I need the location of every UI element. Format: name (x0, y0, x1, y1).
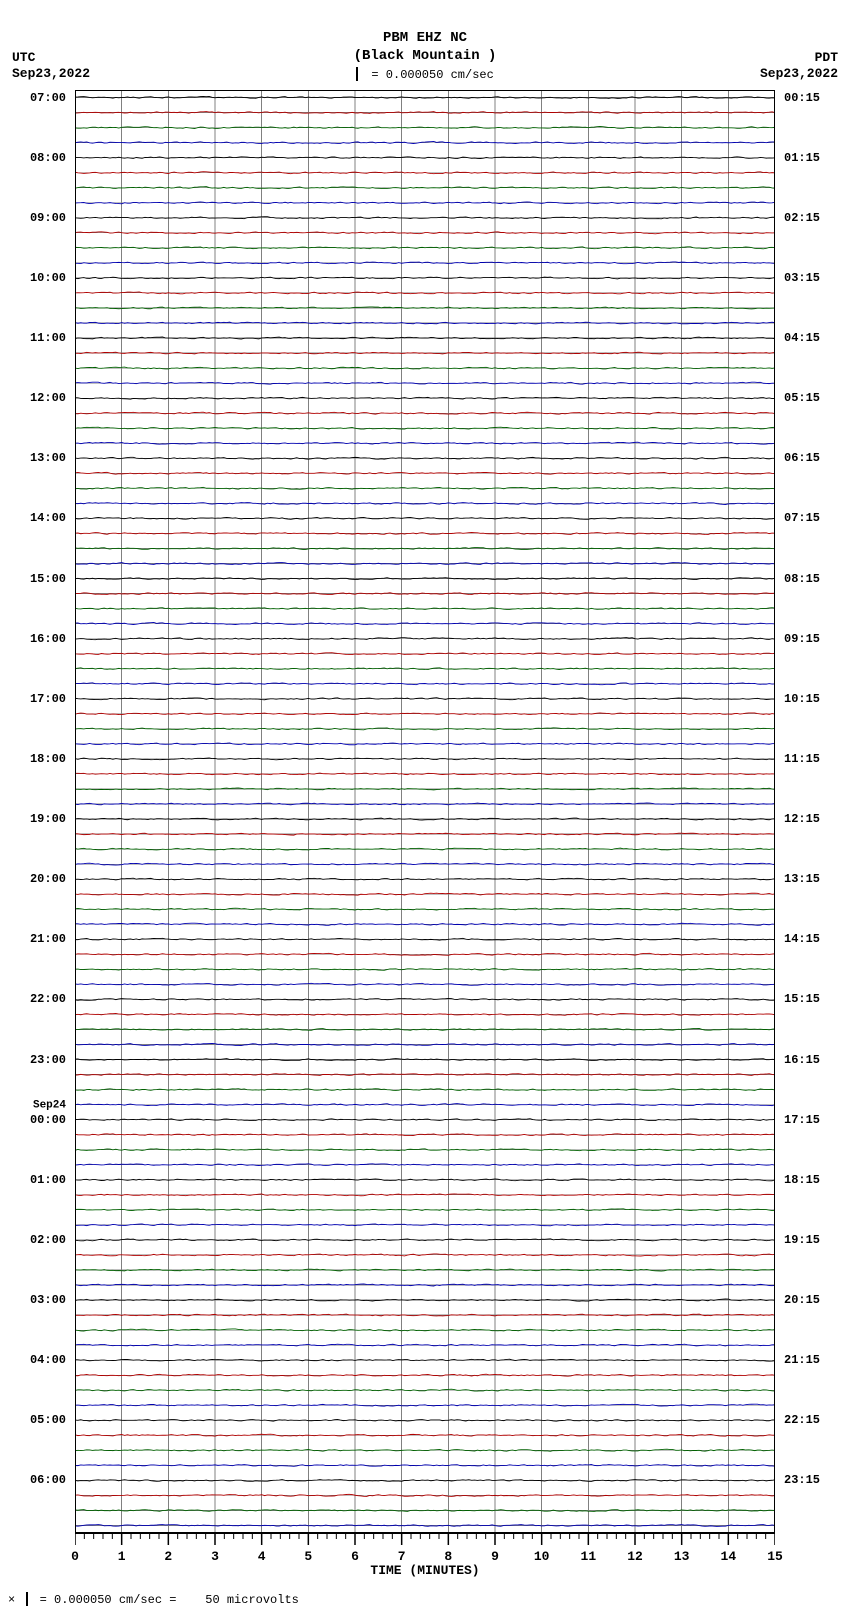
footer-prefix: × (8, 1593, 15, 1607)
pdt-hour-label: 22:15 (784, 1413, 850, 1427)
scale-text: = 0.000050 cm/sec (371, 68, 493, 82)
pdt-hour-label: 20:15 (784, 1293, 850, 1307)
pdt-hour-label: 21:15 (784, 1353, 850, 1367)
utc-hour-label: 12:00 (0, 391, 66, 405)
utc-hour-label: 18:00 (0, 752, 66, 766)
x-tick-label: 6 (351, 1549, 359, 1564)
pdt-hour-label: 02:15 (784, 211, 850, 225)
pdt-hour-label: 07:15 (784, 511, 850, 525)
x-tick-label: 8 (444, 1549, 452, 1564)
pdt-hour-label: 04:15 (784, 331, 850, 345)
utc-hour-label: 19:00 (0, 812, 66, 826)
x-tick-label: 9 (491, 1549, 499, 1564)
pdt-hour-label: 05:15 (784, 391, 850, 405)
chart-header: PBM EHZ NC (Black Mountain ) (0, 30, 850, 65)
chart-title-line2: (Black Mountain ) (0, 48, 850, 66)
tz-right-block: PDT Sep23,2022 (760, 50, 838, 81)
pdt-hour-label: 03:15 (784, 271, 850, 285)
pdt-hour-label: 19:15 (784, 1233, 850, 1247)
pdt-hour-label: 11:15 (784, 752, 850, 766)
x-tick-label: 10 (534, 1549, 550, 1564)
pdt-hour-label: 23:15 (784, 1473, 850, 1487)
utc-hour-label: 09:00 (0, 211, 66, 225)
chart-title-line1: PBM EHZ NC (0, 30, 850, 48)
utc-hour-label: 07:00 (0, 91, 66, 105)
utc-hour-label: 16:00 (0, 632, 66, 646)
daybreak-label: Sep24 (0, 1101, 66, 1112)
x-tick-label: 11 (581, 1549, 597, 1564)
tz-left-date: Sep23,2022 (12, 66, 90, 82)
footer-bar-icon (26, 1592, 28, 1606)
pdt-hour-label: 17:15 (784, 1113, 850, 1127)
pdt-hour-label: 06:15 (784, 451, 850, 465)
utc-hour-label: 23:00 (0, 1053, 66, 1067)
pdt-hour-label: 09:15 (784, 632, 850, 646)
utc-hour-label: 01:00 (0, 1173, 66, 1187)
x-tick-label: 5 (304, 1549, 312, 1564)
utc-hour-label: 00:00 (0, 1113, 66, 1127)
utc-hour-label: 15:00 (0, 572, 66, 586)
utc-hour-label: 22:00 (0, 992, 66, 1006)
pdt-hour-label: 00:15 (784, 91, 850, 105)
utc-hour-label: 14:00 (0, 511, 66, 525)
x-axis-title: TIME (MINUTES) (75, 1563, 775, 1578)
scale-indicator: = 0.000050 cm/sec (0, 68, 850, 82)
pdt-hour-label: 18:15 (784, 1173, 850, 1187)
x-tick-label: 0 (71, 1549, 79, 1564)
pdt-hour-label: 12:15 (784, 812, 850, 826)
utc-hour-label: 10:00 (0, 271, 66, 285)
x-tick-label: 1 (118, 1549, 126, 1564)
footer-text-a: = 0.000050 cm/sec = (40, 1593, 177, 1607)
x-tick-label: 4 (258, 1549, 266, 1564)
x-tick-label: 3 (211, 1549, 219, 1564)
utc-hour-label: 03:00 (0, 1293, 66, 1307)
pdt-hour-label: 14:15 (784, 932, 850, 946)
tz-right-date: Sep23,2022 (760, 66, 838, 82)
utc-hour-label: 04:00 (0, 1353, 66, 1367)
seismogram-page: PBM EHZ NC (Black Mountain ) = 0.000050 … (0, 0, 850, 1613)
utc-hour-label: 17:00 (0, 692, 66, 706)
pdt-hour-label: 16:15 (784, 1053, 850, 1067)
utc-hour-label: 13:00 (0, 451, 66, 465)
scale-bar-icon (356, 67, 358, 81)
tz-left-block: UTC Sep23,2022 (12, 50, 90, 81)
pdt-hour-label: 13:15 (784, 872, 850, 886)
y-axis-right: 00:15 01:15 02:15 03:15 04:15 05:15 06:15 07:15… (780, 90, 850, 1533)
x-tick-label: 15 (767, 1549, 783, 1564)
utc-hour-label: 21:00 (0, 932, 66, 946)
x-axis-ticks (75, 1533, 775, 1549)
footer-text-b: 50 microvolts (205, 1593, 299, 1607)
footer-scale: × = 0.000050 cm/sec = 50 microvolts (8, 1593, 299, 1607)
pdt-hour-label: 15:15 (784, 992, 850, 1006)
x-tick-label: 13 (674, 1549, 690, 1564)
utc-hour-label: 02:00 (0, 1233, 66, 1247)
x-tick-label: 2 (164, 1549, 172, 1564)
x-axis: TIME (MINUTES) 0123456789101112131415 (75, 1533, 775, 1573)
utc-hour-label: 11:00 (0, 331, 66, 345)
tz-left-label: UTC (12, 50, 90, 66)
y-axis-left: 07:00 08:00 09:00 10:00 11:00 12:00 13:00 14:00… (0, 90, 70, 1533)
x-tick-label: 7 (398, 1549, 406, 1564)
x-tick-label: 12 (627, 1549, 643, 1564)
utc-hour-label: 20:00 (0, 872, 66, 886)
pdt-hour-label: 08:15 (784, 572, 850, 586)
seismogram-svg (75, 90, 775, 1533)
x-tick-label: 14 (721, 1549, 737, 1564)
pdt-hour-label: 10:15 (784, 692, 850, 706)
utc-hour-label: 05:00 (0, 1413, 66, 1427)
pdt-hour-label: 01:15 (784, 151, 850, 165)
utc-hour-label: 08:00 (0, 151, 66, 165)
utc-hour-label: 06:00 (0, 1473, 66, 1487)
tz-right-label: PDT (760, 50, 838, 66)
plot-area (75, 90, 775, 1533)
